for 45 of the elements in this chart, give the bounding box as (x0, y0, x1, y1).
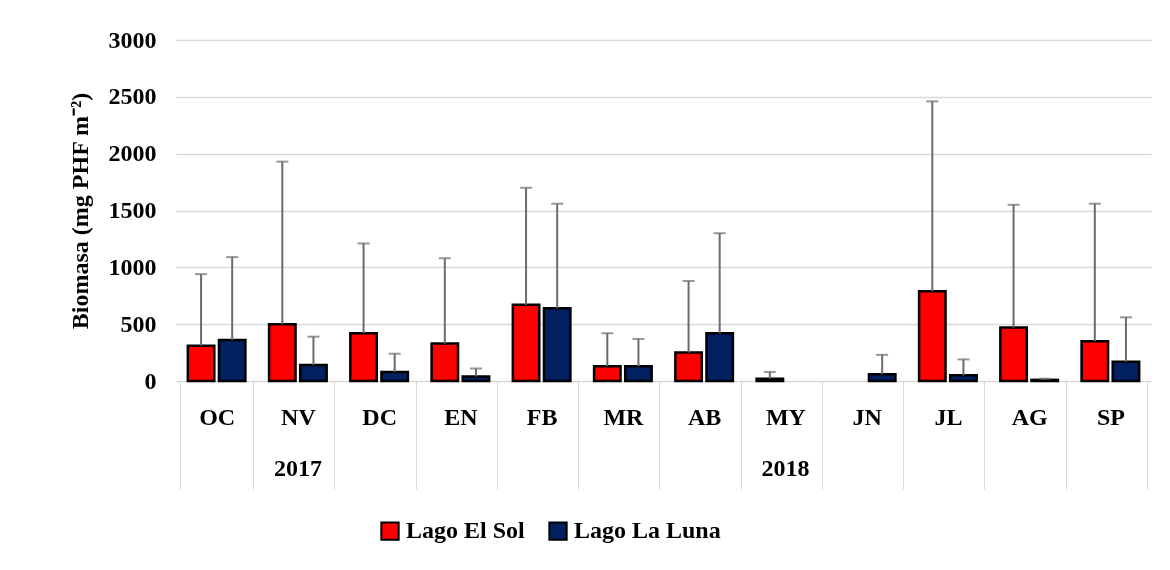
x-tick-label: MY (765, 403, 806, 430)
text: 2017 (273, 455, 322, 481)
bar (623, 364, 653, 383)
x-tick-label: AG (1011, 403, 1048, 430)
y-tick-label: 3000 (108, 26, 157, 53)
bar (1080, 339, 1110, 383)
bar (298, 363, 328, 383)
text: 2018 (761, 455, 810, 481)
x-tick-label: MR (603, 403, 645, 430)
x-tick-label: DC (362, 403, 397, 430)
bar (349, 332, 379, 383)
bar (755, 377, 785, 383)
bar (186, 344, 216, 383)
x-tick-label: EN (444, 403, 479, 430)
bar (1111, 360, 1141, 383)
bar (511, 303, 541, 383)
y-tick-label: 500 (120, 310, 157, 337)
bar (542, 307, 572, 383)
y-tick-label: 0 (144, 367, 157, 394)
x-tick-label: SP (1096, 403, 1125, 430)
x-tick-label: JN (852, 403, 883, 430)
x-tick-label: NV (281, 403, 317, 430)
y-tick-label: 2500 (108, 83, 157, 110)
bar (917, 289, 947, 383)
legend-label: Lago El Sol (406, 517, 526, 544)
x-tick-label: OC (199, 403, 236, 430)
x-tick-label: FB (526, 403, 558, 430)
bar (461, 375, 491, 383)
bar (999, 326, 1029, 383)
y-axis-title: Biomasa (mg PHF m⁻²) (66, 92, 93, 330)
bar (948, 374, 978, 383)
y-tick-label: 1500 (108, 197, 157, 223)
bar (674, 351, 704, 383)
y-tick-label: 2000 (108, 140, 157, 167)
y-tick-label: 1000 (108, 253, 157, 280)
bar (380, 370, 410, 383)
legend-label: Lago La Luna (574, 517, 721, 544)
x-tick-label: JL (934, 403, 963, 430)
bar (592, 364, 622, 383)
bar (267, 322, 297, 383)
bar (430, 342, 460, 383)
bar (867, 372, 897, 383)
bar (217, 338, 247, 383)
x-tick-label: AB (687, 403, 722, 430)
bar (705, 332, 735, 383)
